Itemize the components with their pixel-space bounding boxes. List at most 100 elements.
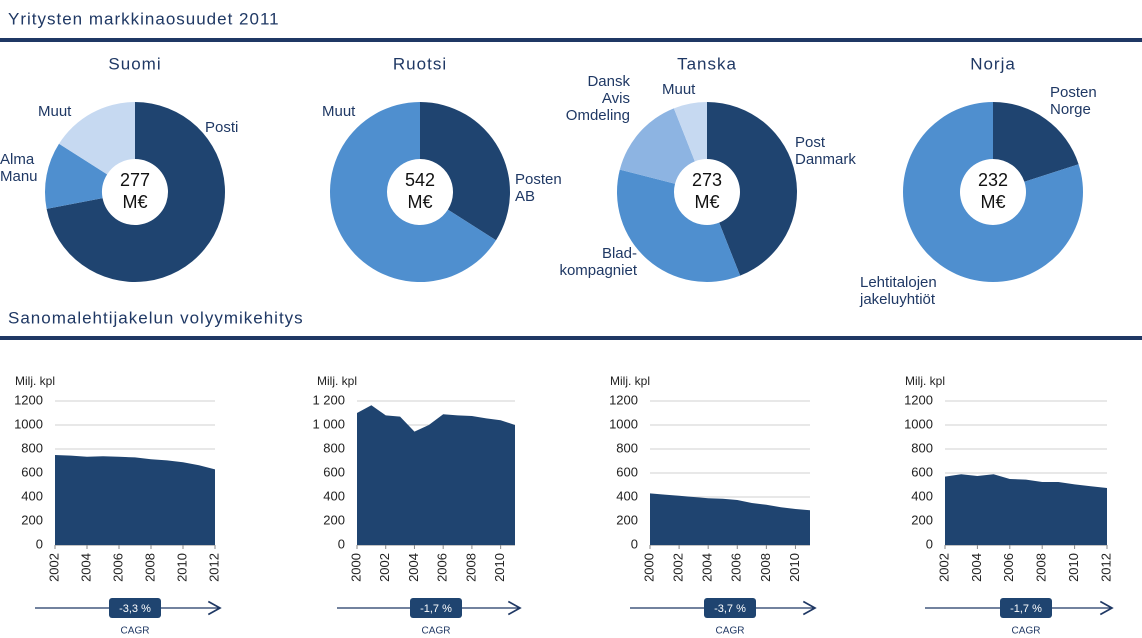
slice-label: Muut (662, 81, 696, 98)
x-tick-label: 2002 (377, 553, 392, 582)
y-axis-label: Milj. kpl (317, 374, 357, 388)
area (357, 405, 515, 545)
x-tick-label: 2006 (435, 553, 450, 582)
y-tick-label: 400 (616, 488, 638, 503)
donut-slice (619, 108, 695, 184)
y-tick-label: 200 (21, 512, 43, 527)
y-tick-label: 600 (323, 464, 345, 479)
center-unit: M€ (980, 192, 1005, 212)
y-tick-label: 200 (911, 512, 933, 527)
y-axis-label: Milj. kpl (905, 374, 945, 388)
area (55, 455, 215, 545)
y-tick-label: 0 (36, 536, 43, 551)
slice-label: AB (515, 188, 535, 205)
slice-label: Muut (38, 103, 72, 120)
y-tick-label: 1 200 (312, 392, 345, 407)
cagr-box (1000, 598, 1052, 618)
x-tick-label: 2004 (406, 553, 421, 582)
x-tick-label: 2010 (787, 553, 802, 582)
donut-slice (673, 102, 707, 162)
x-tick-label: 2002 (671, 553, 686, 582)
slice-label: Posten (1050, 84, 1097, 101)
y-tick-label: 1000 (14, 416, 43, 431)
donut-slice (902, 101, 1083, 282)
center-unit: M€ (122, 192, 147, 212)
y-axis-label: Milj. kpl (15, 374, 55, 388)
section-heading: Sanomalehtijakelun volyymikehitys (8, 308, 304, 327)
cagr-value: -3,7 % (714, 603, 746, 615)
y-tick-label: 1200 (904, 392, 933, 407)
y-tick-label: 400 (21, 488, 43, 503)
center-unit: M€ (407, 192, 432, 212)
y-tick-label: 800 (616, 440, 638, 455)
x-tick-label: 2004 (969, 553, 984, 582)
cagr-value: -1,7 % (1010, 603, 1042, 615)
cagr-box (704, 598, 756, 618)
x-tick-label: 2002 (46, 553, 61, 582)
slice-label: Posten (515, 171, 562, 188)
donut-slice (59, 102, 136, 175)
slice-label: Muut (322, 103, 356, 120)
slice-label: Alma (0, 151, 35, 168)
x-tick-label: 2010 (1066, 553, 1081, 582)
center-value: 542 (405, 170, 435, 190)
section-heading: Yritysten markkinaosuudet 2011 (8, 9, 280, 28)
center-value: 277 (120, 170, 150, 190)
cagr-value: -1,7 % (420, 603, 452, 615)
cagr-caption: CAGR (1012, 626, 1041, 637)
y-tick-label: 1200 (609, 392, 638, 407)
x-tick-label: 2004 (700, 553, 715, 582)
cagr-box (410, 598, 462, 618)
x-tick-label: 2006 (110, 553, 125, 582)
x-tick-label: 2008 (758, 553, 773, 582)
slice-label: Avis (602, 90, 630, 107)
slice-label: jakeluyhtiöt (859, 291, 936, 308)
x-tick-label: 2008 (142, 553, 157, 582)
x-tick-label: 2000 (348, 553, 363, 582)
y-tick-label: 400 (911, 488, 933, 503)
x-tick-label: 2006 (729, 553, 744, 582)
x-tick-label: 2002 (936, 553, 951, 582)
y-tick-label: 0 (631, 536, 638, 551)
cagr-caption: CAGR (422, 626, 451, 637)
slice-label: Post (795, 134, 826, 151)
chart-title: Norja (970, 54, 1016, 73)
y-tick-label: 400 (323, 488, 345, 503)
y-axis-label: Milj. kpl (610, 374, 650, 388)
donut-slice (707, 102, 797, 276)
slice-label: Danmark (795, 151, 856, 168)
donut-slice (45, 143, 108, 209)
donut-slice (46, 102, 226, 282)
y-tick-label: 600 (911, 464, 933, 479)
y-tick-label: 0 (926, 536, 933, 551)
y-tick-label: 600 (616, 464, 638, 479)
y-tick-label: 1000 (609, 416, 638, 431)
cagr-value: -3,3 % (119, 603, 151, 615)
center-value: 273 (692, 170, 722, 190)
y-tick-label: 600 (21, 464, 43, 479)
y-tick-label: 200 (323, 512, 345, 527)
x-tick-label: 2012 (1098, 553, 1113, 582)
x-tick-label: 2012 (206, 553, 221, 582)
y-tick-label: 1200 (14, 392, 43, 407)
x-tick-label: 2010 (492, 553, 507, 582)
cagr-caption: CAGR (716, 626, 745, 637)
x-tick-label: 2004 (78, 553, 93, 582)
chart-title: Ruotsi (393, 54, 447, 73)
slice-label: Dansk (587, 73, 630, 90)
slice-label: Posti (205, 119, 238, 136)
divider (0, 38, 1142, 42)
donut-slice (420, 102, 511, 241)
x-tick-label: 2008 (1034, 553, 1049, 582)
y-tick-label: 200 (616, 512, 638, 527)
slice-label: Blad- (602, 245, 637, 262)
donut-slice (617, 169, 741, 282)
chart-title: Suomi (108, 54, 161, 73)
y-tick-label: 1000 (904, 416, 933, 431)
center-value: 232 (978, 170, 1008, 190)
area (945, 474, 1107, 545)
slice-label: Norge (1050, 101, 1091, 118)
y-tick-label: 800 (21, 440, 43, 455)
x-tick-label: 2000 (641, 553, 656, 582)
